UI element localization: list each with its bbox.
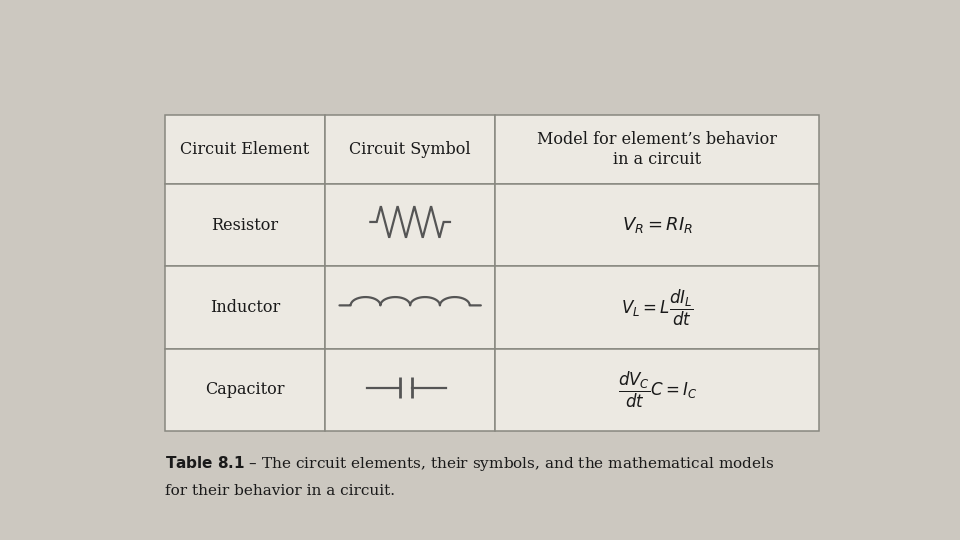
Bar	[495, 348, 819, 431]
Text: $\dfrac{dV_C}{dt}C = I_C$: $\dfrac{dV_C}{dt}C = I_C$	[617, 369, 697, 410]
Text: in a circuit: in a circuit	[613, 151, 702, 168]
Text: Circuit Element: Circuit Element	[180, 141, 309, 158]
Text: Circuit Symbol: Circuit Symbol	[349, 141, 471, 158]
Bar	[165, 114, 325, 184]
Bar	[495, 184, 819, 266]
Bar	[325, 266, 495, 348]
Text: Inductor: Inductor	[209, 299, 280, 316]
Text: Resistor: Resistor	[211, 217, 278, 234]
Text: Model for element’s behavior: Model for element’s behavior	[538, 131, 778, 147]
Bar	[325, 114, 495, 184]
Text: $V_L = L\dfrac{dI_L}{dt}$: $V_L = L\dfrac{dI_L}{dt}$	[621, 287, 693, 328]
Bar	[165, 266, 325, 348]
Text: for their behavior in a circuit.: for their behavior in a circuit.	[165, 483, 395, 497]
Text: Capacitor: Capacitor	[205, 381, 284, 398]
Bar	[165, 184, 325, 266]
Text: $V_R = RI_R$: $V_R = RI_R$	[622, 215, 693, 235]
Bar	[325, 184, 495, 266]
Bar	[495, 114, 819, 184]
Bar	[495, 266, 819, 348]
Bar	[165, 348, 325, 431]
Bar	[325, 348, 495, 431]
Text: $\mathbf{Table\ 8.1}$ – The circuit elements, their symbols, and the mathematica: $\mathbf{Table\ 8.1}$ – The circuit elem…	[165, 454, 774, 472]
